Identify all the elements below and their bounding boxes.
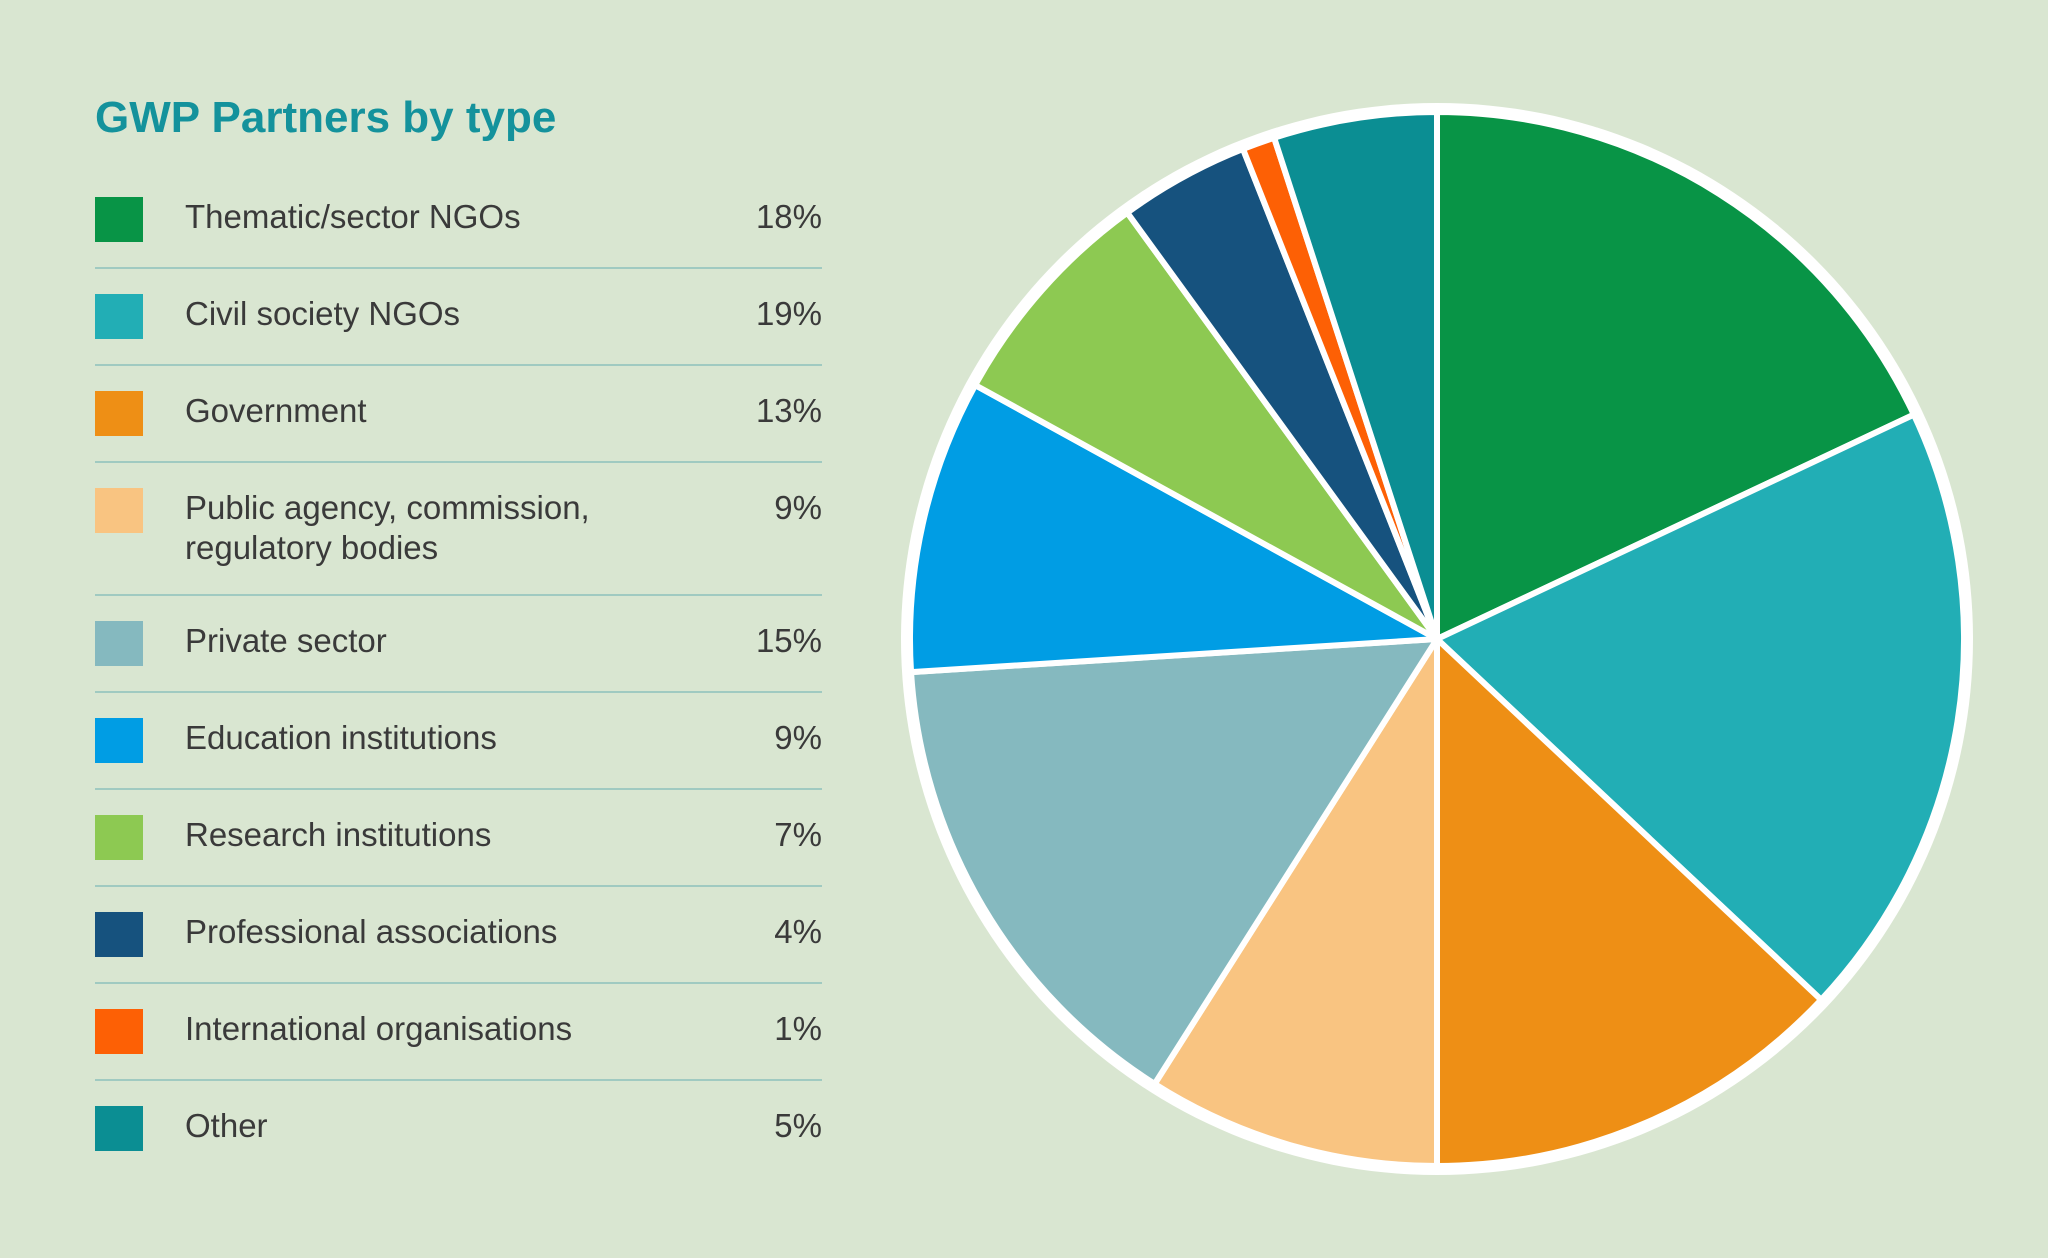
pie-slice-private-sector <box>908 636 1440 1087</box>
pie-slice-civil-society-ngos <box>1434 411 1967 1003</box>
legend-label: International organisations <box>185 1009 573 1047</box>
legend-row-other: Other 5% <box>95 1078 822 1176</box>
legend-label: Private sector <box>185 621 387 659</box>
legend-swatch <box>95 488 143 533</box>
legend-label: Thematic/sector NGOs <box>185 198 521 235</box>
legend: Thematic/sector NGOs 18% Civil society N… <box>95 172 822 1176</box>
legend-swatch <box>95 717 143 763</box>
pie-slices <box>907 109 1967 1169</box>
legend-label: Education institutions <box>185 718 497 756</box>
legend-row-public-agency-commission-regulatory-bodies: Public agency, commission, regulatory bo… <box>95 461 822 594</box>
legend-label: Research institutions <box>185 815 492 853</box>
pie-chart <box>901 103 1973 1175</box>
legend-value: 18% <box>755 198 822 235</box>
page-title: GWP Partners by type <box>95 93 557 143</box>
legend-row-thematic-sector-ngos: Thematic/sector NGOs 18% <box>95 172 822 267</box>
legend-row-private-sector: Private sector 15% <box>95 593 822 691</box>
legend-swatch <box>95 1105 143 1151</box>
pie-chart-area <box>895 97 1979 1181</box>
legend-value: 19% <box>755 295 822 332</box>
legend-value: 15% <box>755 621 822 659</box>
pie-slice-education-institutions <box>907 382 1440 676</box>
legend-value: 9% <box>774 718 822 756</box>
legend-swatch <box>95 814 143 860</box>
pie-slice-research-institutions <box>972 209 1440 642</box>
legend-swatch <box>95 620 143 666</box>
legend-label: Civil society NGOs <box>185 295 461 332</box>
legend-swatch <box>95 911 143 957</box>
legend-label: Other <box>185 1106 268 1144</box>
legend-value: 1% <box>774 1009 822 1047</box>
pie-slice-public-agency-commission-regulatory-bodies <box>1151 636 1440 1169</box>
legend-swatch <box>95 294 143 339</box>
legend-swatch <box>95 197 143 242</box>
legend-value: 9% <box>774 489 822 526</box>
legend-value: 5% <box>774 1106 822 1144</box>
legend-value: 13% <box>755 392 822 429</box>
pie-slice-other <box>1271 109 1440 642</box>
pie-slice-government <box>1434 636 1825 1169</box>
pie-slice-thematic-sector-ngos <box>1434 109 1917 642</box>
legend-swatch <box>95 1008 143 1054</box>
legend-row-education-institutions: Education institutions 9% <box>95 690 822 788</box>
legend-row-government: Government 13% <box>95 364 822 461</box>
legend-label: Public agency, commission, regulatory bo… <box>185 489 590 567</box>
legend-value: 7% <box>774 815 822 853</box>
legend-label: Government <box>185 392 367 429</box>
legend-row-professional-associations: Professional associations 4% <box>95 884 822 982</box>
legend-value: 4% <box>774 912 822 950</box>
legend-label: Professional associations <box>185 912 558 950</box>
legend-row-research-institutions: Research institutions 7% <box>95 787 822 885</box>
legend-row-civil-society-ngos: Civil society NGOs 19% <box>95 267 822 364</box>
legend-row-international-organisations: International organisations 1% <box>95 981 822 1079</box>
legend-swatch <box>95 391 143 436</box>
